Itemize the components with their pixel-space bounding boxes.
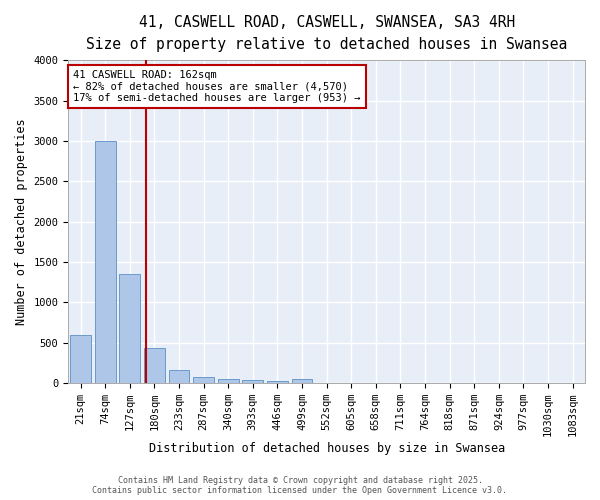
Bar [267,380,288,383]
Bar [218,380,239,383]
X-axis label: Distribution of detached houses by size in Swansea: Distribution of detached houses by size … [149,442,505,455]
Bar [292,379,313,383]
Title: 41, CASWELL ROAD, CASWELL, SWANSEA, SA3 4RH
Size of property relative to detache: 41, CASWELL ROAD, CASWELL, SWANSEA, SA3 … [86,15,567,52]
Bar [95,141,116,383]
Bar [169,370,190,383]
Bar [193,377,214,383]
Y-axis label: Number of detached properties: Number of detached properties [15,118,28,325]
Text: 41 CASWELL ROAD: 162sqm
← 82% of detached houses are smaller (4,570)
17% of semi: 41 CASWELL ROAD: 162sqm ← 82% of detache… [73,70,361,103]
Bar [70,334,91,383]
Bar [242,380,263,383]
Text: Contains HM Land Registry data © Crown copyright and database right 2025.
Contai: Contains HM Land Registry data © Crown c… [92,476,508,495]
Bar [144,348,165,383]
Bar [119,274,140,383]
